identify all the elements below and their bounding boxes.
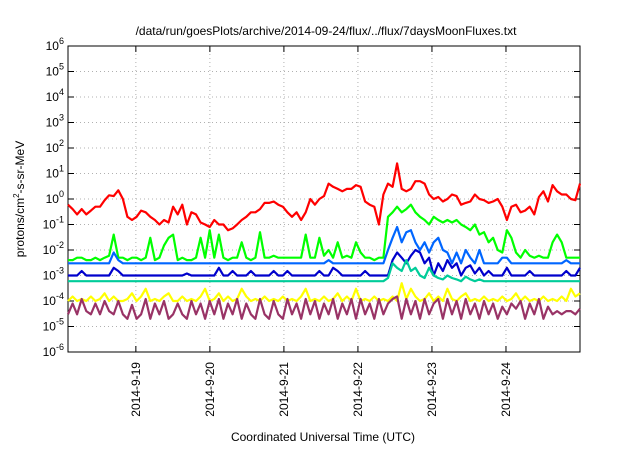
series-line-5 bbox=[67, 282, 581, 303]
y-axis-label-sup: 2 bbox=[12, 193, 21, 198]
x-tick-label: 2014-9-19 bbox=[129, 362, 143, 417]
x-tick-label: 2014-9-24 bbox=[499, 362, 513, 417]
y-tick-label: 10-3 bbox=[43, 266, 64, 283]
series-line-4 bbox=[68, 259, 580, 283]
chart-title: /data/run/goesPlots/archive/2014-09-24/f… bbox=[136, 24, 518, 38]
y-axis-label-base: protons/cm bbox=[13, 198, 27, 257]
y-tick-label: 100 bbox=[46, 189, 64, 206]
y-tick-label: 106 bbox=[46, 36, 64, 53]
y-tick-label: 104 bbox=[46, 87, 64, 104]
y-tick-label: 10-4 bbox=[43, 291, 64, 308]
y-axis-label: protons/cm2-s-sr-MeV bbox=[12, 141, 27, 257]
y-tick-label: 10-1 bbox=[43, 215, 64, 232]
series-line-3 bbox=[68, 248, 581, 277]
x-tick-label: 2014-9-23 bbox=[425, 362, 439, 417]
series-line-2 bbox=[68, 225, 580, 265]
y-tick-label: 102 bbox=[46, 138, 64, 155]
x-axis-label: Coordinated Universal Time (UTC) bbox=[231, 430, 415, 444]
y-tick-label: 103 bbox=[46, 113, 64, 130]
series-line-1 bbox=[68, 203, 580, 262]
y-tick-label: 10-6 bbox=[43, 342, 64, 359]
y-axis-label-rest: -s-sr-MeV bbox=[13, 141, 27, 194]
y-tick-label: 105 bbox=[46, 62, 64, 79]
x-tick-label: 2014-9-21 bbox=[277, 362, 291, 417]
y-axis-label-text: protons/cm2-s-sr-MeV bbox=[12, 141, 27, 257]
x-tick-label: 2014-9-20 bbox=[203, 362, 217, 417]
series-line-6 bbox=[66, 295, 581, 320]
y-tick-label: 10-2 bbox=[43, 240, 64, 257]
y-tick-label: 10-5 bbox=[43, 317, 64, 334]
y-tick-label: 101 bbox=[46, 164, 64, 181]
series-layer bbox=[66, 162, 582, 320]
series-line-0 bbox=[67, 162, 582, 232]
tick-layer: 10-6 10-5 10-4 10-3 10-2 10-1 100 101 102 103 104 1… bbox=[43, 36, 580, 417]
x-tick-label: 2014-9-22 bbox=[351, 362, 365, 417]
